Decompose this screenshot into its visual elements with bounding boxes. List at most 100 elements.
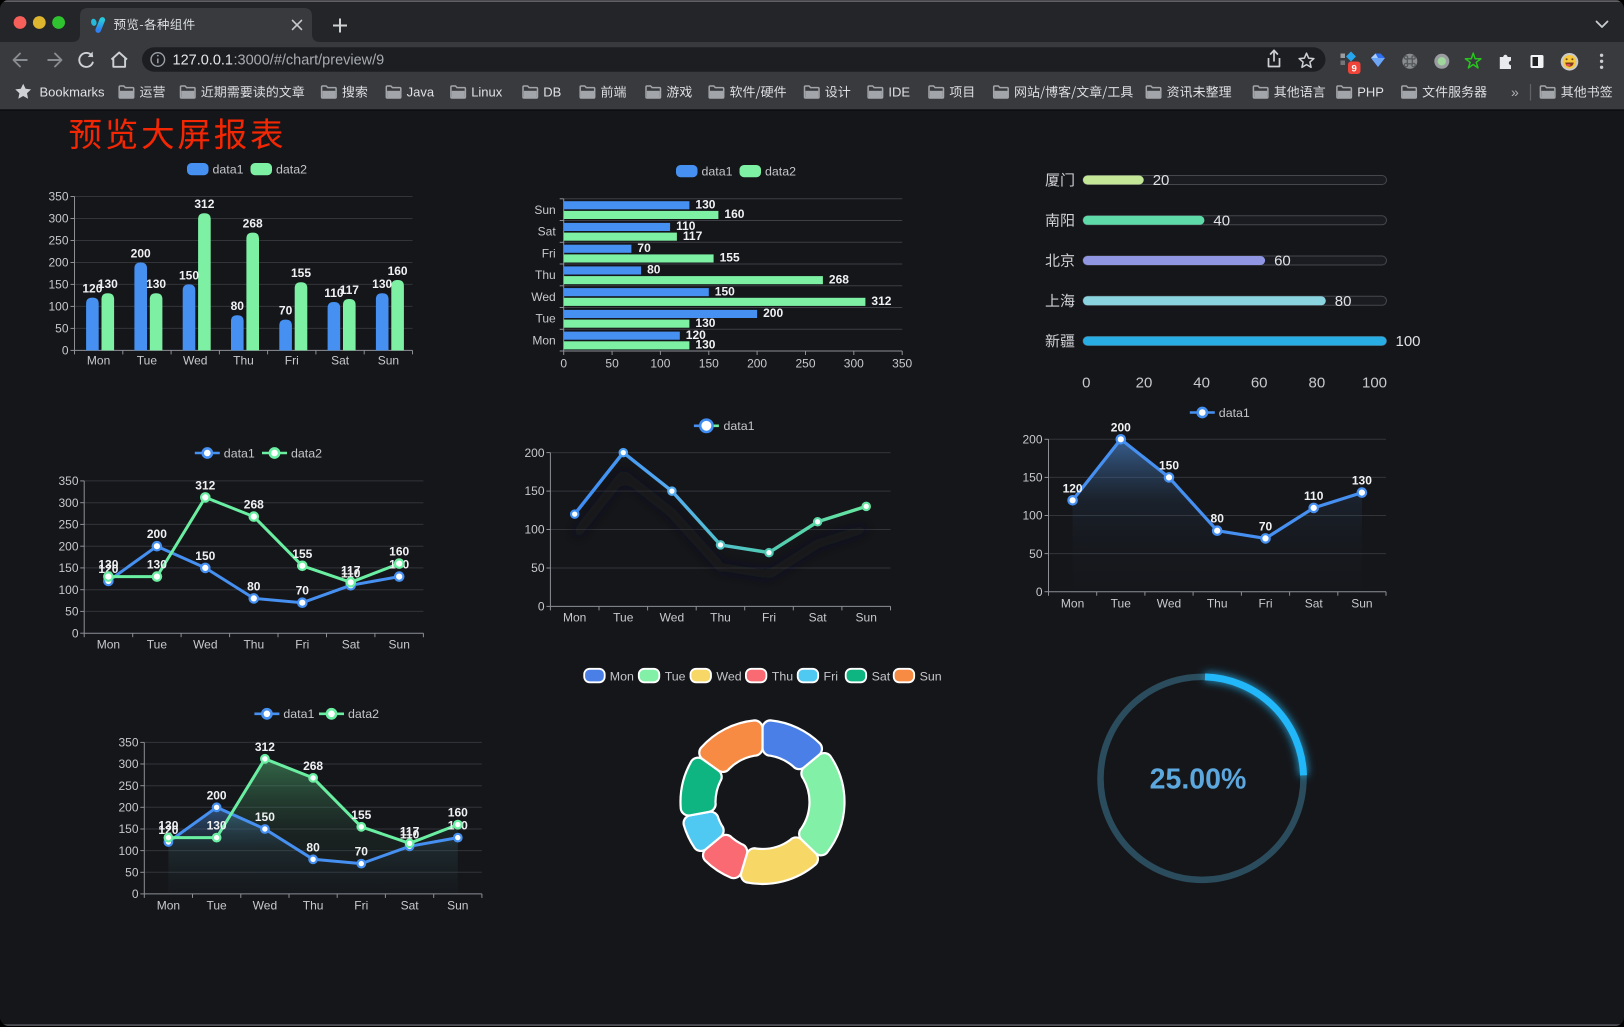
svg-text:130: 130: [695, 338, 715, 352]
svg-text:80: 80: [647, 263, 661, 277]
svg-text:200: 200: [1111, 420, 1131, 434]
svg-text:130: 130: [146, 277, 166, 291]
svg-text:Wed: Wed: [183, 354, 207, 368]
svg-text:0: 0: [132, 887, 139, 901]
svg-text:Fri: Fri: [285, 354, 299, 368]
svg-text:160: 160: [388, 264, 408, 278]
svg-text:Wed: Wed: [716, 669, 741, 683]
svg-text:160: 160: [389, 545, 409, 559]
svg-text:Sat: Sat: [1305, 597, 1324, 611]
svg-text:127.0.0.1: 127.0.0.1: [173, 52, 233, 68]
svg-text:50: 50: [605, 357, 619, 371]
svg-text:150: 150: [179, 268, 199, 282]
svg-text:Thu: Thu: [710, 611, 731, 625]
svg-text:Sun: Sun: [1351, 597, 1372, 611]
svg-text:Wed: Wed: [1157, 597, 1181, 611]
svg-text:130: 130: [98, 277, 118, 291]
svg-text:120: 120: [158, 823, 178, 837]
svg-text:0: 0: [72, 626, 79, 640]
svg-text:Tue: Tue: [665, 669, 686, 683]
svg-text:150: 150: [255, 810, 275, 824]
svg-text:Sun: Sun: [856, 611, 877, 625]
svg-text:312: 312: [871, 294, 891, 308]
svg-text:Thu: Thu: [772, 669, 793, 683]
svg-text:200: 200: [131, 247, 151, 261]
svg-text:Sat: Sat: [809, 611, 828, 625]
svg-text:Sun: Sun: [447, 899, 468, 913]
svg-text:Sun: Sun: [378, 354, 399, 368]
svg-text:80: 80: [1335, 293, 1352, 310]
svg-text:200: 200: [48, 256, 68, 270]
svg-text:data2: data2: [348, 707, 379, 721]
svg-text:130: 130: [98, 558, 118, 572]
svg-text:Thu: Thu: [243, 638, 264, 652]
svg-text:268: 268: [243, 217, 263, 231]
svg-text:Thu: Thu: [303, 899, 324, 913]
svg-text:Wed: Wed: [531, 290, 555, 304]
svg-text:150: 150: [1022, 471, 1042, 485]
svg-text:Sat: Sat: [401, 899, 420, 913]
svg-text:350: 350: [118, 736, 138, 750]
svg-text:Bookmarks: Bookmarks: [40, 85, 106, 100]
svg-text:80: 80: [231, 299, 245, 313]
svg-text:200: 200: [58, 539, 78, 553]
svg-text:Thu: Thu: [535, 268, 556, 282]
svg-text:Fri: Fri: [542, 246, 556, 260]
svg-text:100: 100: [1362, 375, 1387, 392]
svg-text:155: 155: [291, 266, 311, 280]
svg-text:130: 130: [207, 819, 227, 833]
svg-text:data1: data1: [1219, 406, 1250, 420]
svg-text:»: »: [1511, 84, 1519, 100]
svg-text:117: 117: [683, 229, 703, 243]
svg-text:Mon: Mon: [1061, 597, 1084, 611]
svg-text:data1: data1: [724, 419, 755, 433]
svg-text:Sun: Sun: [389, 638, 410, 652]
svg-text:IDE: IDE: [888, 85, 910, 100]
svg-text:data2: data2: [765, 164, 796, 178]
svg-text:data2: data2: [276, 162, 307, 176]
svg-text:60: 60: [1251, 375, 1268, 392]
svg-text:Fri: Fri: [762, 611, 776, 625]
svg-text:0: 0: [62, 344, 69, 358]
svg-text:100: 100: [48, 300, 68, 314]
svg-text:160: 160: [448, 806, 468, 820]
svg-text:312: 312: [195, 478, 215, 492]
svg-text:50: 50: [125, 866, 139, 880]
svg-text:312: 312: [194, 197, 214, 211]
svg-text:130: 130: [1352, 474, 1372, 488]
svg-text:data1: data1: [224, 446, 255, 460]
svg-text:130: 130: [158, 819, 178, 833]
svg-text:Sun: Sun: [920, 669, 942, 683]
svg-text:70: 70: [1259, 519, 1273, 533]
svg-text:120: 120: [82, 282, 102, 296]
svg-text:200: 200: [207, 788, 227, 802]
svg-text:Mon: Mon: [157, 899, 180, 913]
svg-text:150: 150: [48, 278, 68, 292]
svg-text:268: 268: [303, 759, 323, 773]
svg-text:100: 100: [1022, 509, 1042, 523]
svg-text:250: 250: [795, 357, 815, 371]
svg-text:150: 150: [1159, 458, 1179, 472]
svg-text:0: 0: [1082, 375, 1090, 392]
svg-text:Java: Java: [407, 85, 435, 100]
svg-text:155: 155: [292, 547, 312, 561]
svg-text:100: 100: [118, 844, 138, 858]
svg-text:110: 110: [400, 827, 420, 841]
svg-text:Sun: Sun: [534, 203, 555, 217]
svg-text:130: 130: [147, 558, 167, 572]
svg-text:117: 117: [340, 283, 360, 297]
svg-text:50: 50: [55, 322, 69, 336]
svg-text:40: 40: [1213, 213, 1230, 230]
svg-text:Fri: Fri: [1259, 597, 1273, 611]
svg-text:Fri: Fri: [354, 899, 368, 913]
svg-text:100: 100: [650, 357, 670, 371]
svg-text:110: 110: [324, 286, 344, 300]
svg-text:70: 70: [296, 584, 310, 598]
svg-text:DB: DB: [543, 85, 561, 100]
svg-text:80: 80: [306, 840, 320, 854]
svg-text:300: 300: [118, 757, 138, 771]
svg-text:200: 200: [1022, 433, 1042, 447]
svg-text:Mon: Mon: [532, 333, 555, 347]
svg-text:350: 350: [58, 474, 78, 488]
svg-text:50: 50: [1029, 547, 1043, 561]
